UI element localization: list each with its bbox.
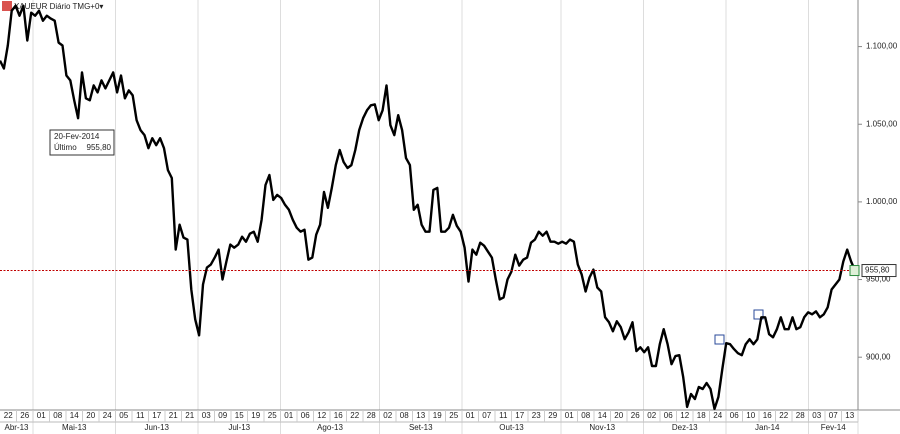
x-day-label: 17 [515,411,524,420]
x-month-label: Abr-13 [4,423,29,432]
x-day-label: 21 [169,411,178,420]
tooltip: 20-Fev-2014 Último 955,80 [49,129,115,156]
tooltip-box [49,129,115,156]
x-day-label: 24 [103,411,112,420]
x-day-label: 25 [449,411,458,420]
x-day-label: 19 [433,411,442,420]
last-price-label: 955,80 [865,266,890,275]
x-day-label: 12 [317,411,326,420]
price-line [0,4,857,411]
tooltip-field: Último [54,143,77,152]
x-day-label: 28 [367,411,376,420]
x-day-label: 01 [565,411,574,420]
x-day-label: 10 [746,411,755,420]
x-day-label: 06 [301,411,310,420]
x-day-label: 15 [235,411,244,420]
x-day-label: 03 [202,411,211,420]
x-day-label: 08 [581,411,590,420]
x-month-label: Ago-13 [317,423,343,432]
x-day-label: 12 [680,411,689,420]
x-day-label: 02 [647,411,656,420]
x-day-label: 07 [482,411,491,420]
y-tick-label: 950,00 [866,275,891,284]
x-day-label: 29 [548,411,557,420]
last-price-icon [849,265,860,277]
x-day-label: 01 [466,411,475,420]
x-day-label: 20 [86,411,95,420]
x-day-label: 24 [713,411,722,420]
x-day-label: 22 [779,411,788,420]
x-day-label: 16 [763,411,772,420]
y-tick-label: 1.050,00 [866,119,898,128]
x-day-label: 25 [268,411,277,420]
last-price-tag [861,264,897,278]
x-day-label: 13 [845,411,854,420]
tooltip-value: 955,80 [87,143,112,152]
x-month-label: Jun-13 [145,423,170,432]
x-day-label: 03 [812,411,821,420]
x-month-label: Nov-13 [589,423,615,432]
y-tick-label: 1.000,00 [866,197,898,206]
x-day-label: 19 [251,411,260,420]
chart-title: XAUEUR Diário TMG+0▾ [14,2,103,11]
x-day-label: 28 [796,411,805,420]
x-day-label: 06 [664,411,673,420]
x-day-label: 11 [499,411,508,420]
y-tick-label: 900,00 [866,352,891,361]
x-month-label: Set-13 [409,423,433,432]
x-month-label: Jul-13 [228,423,250,432]
x-day-label: 07 [829,411,838,420]
event-icon[interactable] [714,334,725,345]
x-day-label: 01 [284,411,293,420]
x-month-label: Fev-14 [821,423,846,432]
x-day-label: 06 [730,411,739,420]
x-month-label: Dez-13 [672,423,698,432]
y-tick-label: 1.100,00 [866,42,898,51]
x-day-label: 01 [37,411,46,420]
x-day-label: 18 [697,411,706,420]
x-day-label: 11 [136,411,145,420]
x-month-label: Mai-13 [62,423,87,432]
event-icon[interactable] [753,309,764,320]
x-day-label: 05 [119,411,128,420]
x-day-label: 23 [532,411,541,420]
x-day-label: 08 [400,411,409,420]
x-month-label: Out-13 [499,423,524,432]
x-day-label: 09 [218,411,227,420]
x-day-label: 13 [416,411,425,420]
x-day-label: 08 [53,411,62,420]
x-day-label: 22 [4,411,13,420]
x-day-label: 02 [383,411,392,420]
x-day-label: 14 [70,411,79,420]
title-icon [2,1,12,11]
x-day-label: 22 [350,411,359,420]
x-day-label: 16 [334,411,343,420]
x-month-label: Jan-14 [755,423,780,432]
x-day-label: 21 [185,411,194,420]
x-day-label: 20 [614,411,623,420]
event-icons [714,309,764,345]
title-box: XAUEUR Diário TMG+0▾ [2,1,103,11]
x-day-label: 26 [20,411,29,420]
x-day-label: 14 [598,411,607,420]
x-day-label: 26 [631,411,640,420]
x-day-label: 17 [152,411,161,420]
tooltip-date: 20-Fev-2014 [54,132,100,141]
